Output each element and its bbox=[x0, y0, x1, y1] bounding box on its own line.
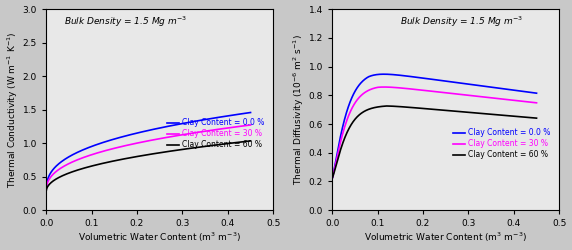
Legend: Clay Content = 0.0 %, Clay Content = 30 %, Clay Content = 60 %: Clay Content = 0.0 %, Clay Content = 30 … bbox=[164, 115, 267, 152]
X-axis label: Volumetric Water Content (m$^{3}$ m$^{-3}$): Volumetric Water Content (m$^{3}$ m$^{-3… bbox=[364, 231, 527, 244]
Legend: Clay Content = 0.0 %, Clay Content = 30 %, Clay Content = 60 %: Clay Content = 0.0 %, Clay Content = 30 … bbox=[450, 126, 553, 162]
Text: Bulk Density = 1.5 Mg m$^{-3}$: Bulk Density = 1.5 Mg m$^{-3}$ bbox=[400, 15, 523, 30]
Y-axis label: Thermal Diffusivity (10$^{-6}$ m$^{2}$ s$^{-1}$): Thermal Diffusivity (10$^{-6}$ m$^{2}$ s… bbox=[292, 34, 306, 185]
X-axis label: Volumetric Water Content (m$^{3}$ m$^{-3}$): Volumetric Water Content (m$^{3}$ m$^{-3… bbox=[78, 231, 241, 244]
Text: Bulk Density = 1.5 Mg m$^{-3}$: Bulk Density = 1.5 Mg m$^{-3}$ bbox=[64, 15, 188, 30]
Y-axis label: Thermal Conductivity (W m$^{-1}$ K$^{-1}$): Thermal Conductivity (W m$^{-1}$ K$^{-1}… bbox=[6, 32, 20, 188]
